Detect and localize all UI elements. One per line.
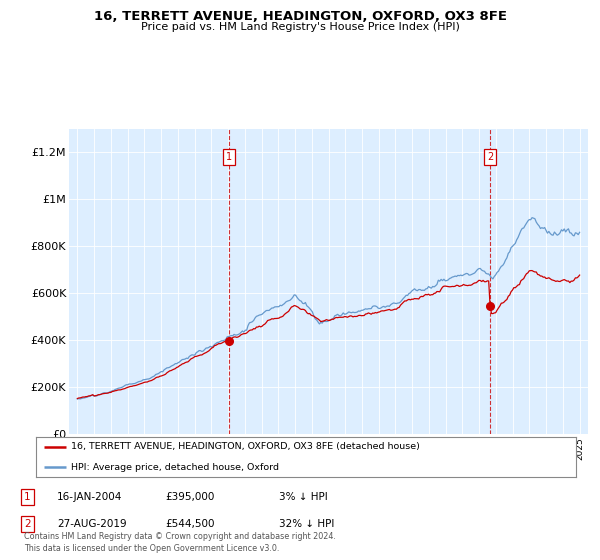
Text: HPI: Average price, detached house, Oxford: HPI: Average price, detached house, Oxfo… bbox=[71, 463, 279, 472]
Text: Contains HM Land Registry data © Crown copyright and database right 2024.
This d: Contains HM Land Registry data © Crown c… bbox=[24, 533, 336, 553]
Text: 2: 2 bbox=[24, 519, 31, 529]
Text: 1: 1 bbox=[226, 152, 232, 162]
Text: £544,500: £544,500 bbox=[165, 519, 215, 529]
Text: £395,000: £395,000 bbox=[165, 492, 214, 502]
Text: 16-JAN-2004: 16-JAN-2004 bbox=[57, 492, 122, 502]
Text: 27-AUG-2019: 27-AUG-2019 bbox=[57, 519, 127, 529]
Text: 16, TERRETT AVENUE, HEADINGTON, OXFORD, OX3 8FE: 16, TERRETT AVENUE, HEADINGTON, OXFORD, … bbox=[94, 10, 506, 23]
Text: 16, TERRETT AVENUE, HEADINGTON, OXFORD, OX3 8FE (detached house): 16, TERRETT AVENUE, HEADINGTON, OXFORD, … bbox=[71, 442, 420, 451]
Text: 2: 2 bbox=[487, 152, 493, 162]
Text: 3% ↓ HPI: 3% ↓ HPI bbox=[279, 492, 328, 502]
Text: 32% ↓ HPI: 32% ↓ HPI bbox=[279, 519, 334, 529]
Text: Price paid vs. HM Land Registry's House Price Index (HPI): Price paid vs. HM Land Registry's House … bbox=[140, 22, 460, 32]
Text: 1: 1 bbox=[24, 492, 31, 502]
